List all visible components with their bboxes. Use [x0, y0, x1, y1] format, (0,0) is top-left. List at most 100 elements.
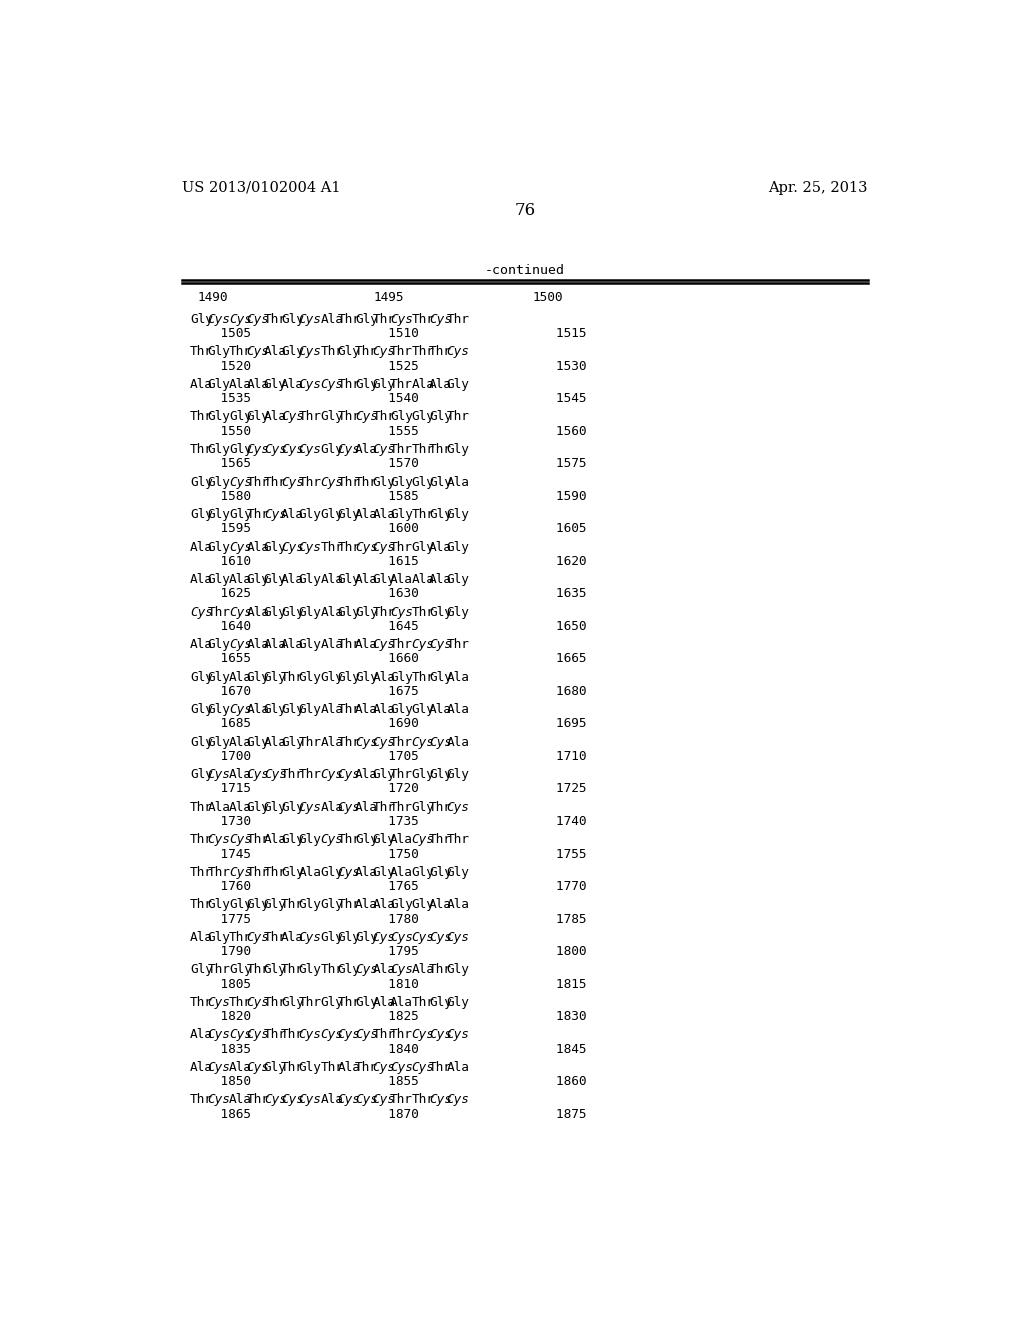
- Text: Thr: Thr: [247, 833, 269, 846]
- Text: Gly: Gly: [207, 378, 230, 391]
- Text: Thr: Thr: [264, 475, 287, 488]
- Text: 1775                  1780                  1785: 1775 1780 1785: [189, 912, 587, 925]
- Text: Thr: Thr: [412, 995, 434, 1008]
- Text: Thr: Thr: [189, 801, 213, 813]
- Text: Thr: Thr: [390, 1093, 413, 1106]
- Text: Thr: Thr: [412, 313, 434, 326]
- Text: Thr: Thr: [390, 444, 413, 455]
- Text: Cys: Cys: [207, 995, 230, 1008]
- Text: 1500: 1500: [532, 290, 563, 304]
- Text: Cys: Cys: [229, 313, 252, 326]
- Text: Ala: Ala: [429, 378, 452, 391]
- Text: Ala: Ala: [321, 735, 343, 748]
- Text: Cys: Cys: [229, 833, 252, 846]
- Text: Cys: Cys: [429, 1028, 452, 1041]
- Text: Ala: Ala: [446, 1061, 469, 1074]
- Text: Gly: Gly: [264, 801, 287, 813]
- Text: Thr: Thr: [264, 313, 287, 326]
- Text: Cys: Cys: [229, 638, 252, 651]
- Text: Ala: Ala: [390, 995, 413, 1008]
- Text: Cys: Cys: [321, 1028, 343, 1041]
- Text: Ala: Ala: [355, 444, 378, 455]
- Text: Thr: Thr: [390, 1028, 413, 1041]
- Text: Thr: Thr: [446, 313, 469, 326]
- Text: Cys: Cys: [446, 1093, 469, 1106]
- Text: Cys: Cys: [429, 1093, 452, 1106]
- Text: Gly: Gly: [321, 866, 343, 879]
- Text: Ala: Ala: [229, 735, 252, 748]
- Text: Thr: Thr: [282, 768, 304, 781]
- Text: Gly: Gly: [446, 378, 469, 391]
- Text: Thr: Thr: [264, 995, 287, 1008]
- Text: Cys: Cys: [299, 801, 322, 813]
- Text: Gly: Gly: [373, 768, 395, 781]
- Text: 1715                  1720                  1725: 1715 1720 1725: [189, 783, 587, 796]
- Text: Gly: Gly: [189, 704, 213, 717]
- Text: Gly: Gly: [446, 964, 469, 977]
- Text: Gly: Gly: [373, 833, 395, 846]
- Text: Ala: Ala: [282, 378, 304, 391]
- Text: Gly: Gly: [429, 671, 452, 684]
- Text: Cys: Cys: [282, 475, 304, 488]
- Text: Gly: Gly: [412, 899, 434, 911]
- Text: Ala: Ala: [373, 508, 395, 521]
- Text: 1565                  1570                  1575: 1565 1570 1575: [189, 457, 587, 470]
- Text: Thr: Thr: [299, 735, 322, 748]
- Text: Gly: Gly: [373, 378, 395, 391]
- Text: Gly: Gly: [207, 638, 230, 651]
- Text: Ala: Ala: [282, 931, 304, 944]
- Text: Gly: Gly: [247, 573, 269, 586]
- Text: Ala: Ala: [429, 541, 452, 553]
- Text: Cys: Cys: [446, 346, 469, 359]
- Text: Thr: Thr: [429, 1061, 452, 1074]
- Text: Ala: Ala: [189, 541, 213, 553]
- Text: Ala: Ala: [321, 801, 343, 813]
- Text: Gly: Gly: [207, 573, 230, 586]
- Text: Cys: Cys: [264, 444, 287, 455]
- Text: Gly: Gly: [429, 508, 452, 521]
- Text: Thr: Thr: [390, 638, 413, 651]
- Text: Thr: Thr: [338, 735, 360, 748]
- Text: Ala: Ala: [355, 573, 378, 586]
- Text: Gly: Gly: [264, 899, 287, 911]
- Text: Cys: Cys: [338, 768, 360, 781]
- Text: Cys: Cys: [207, 1061, 230, 1074]
- Text: Gly: Gly: [264, 1061, 287, 1074]
- Text: Ala: Ala: [390, 833, 413, 846]
- Text: Ala: Ala: [264, 638, 287, 651]
- Text: Gly: Gly: [446, 866, 469, 879]
- Text: Thr: Thr: [429, 801, 452, 813]
- Text: Gly: Gly: [321, 899, 343, 911]
- Text: Thr: Thr: [338, 411, 360, 424]
- Text: Thr: Thr: [321, 1061, 343, 1074]
- Text: Ala: Ala: [321, 606, 343, 619]
- Text: Thr: Thr: [446, 833, 469, 846]
- Text: Gly: Gly: [282, 704, 304, 717]
- Text: Cys: Cys: [373, 444, 395, 455]
- Text: Gly: Gly: [355, 606, 378, 619]
- Text: Gly: Gly: [390, 899, 413, 911]
- Text: Ala: Ala: [264, 411, 287, 424]
- Text: Cys: Cys: [355, 1028, 378, 1041]
- Text: Cys: Cys: [446, 801, 469, 813]
- Text: Thr: Thr: [429, 833, 452, 846]
- Text: 1520                  1525                  1530: 1520 1525 1530: [189, 359, 587, 372]
- Text: Thr: Thr: [299, 411, 322, 424]
- Text: Gly: Gly: [189, 671, 213, 684]
- Text: Gly: Gly: [282, 833, 304, 846]
- Text: Gly: Gly: [390, 508, 413, 521]
- Text: Ala: Ala: [247, 378, 269, 391]
- Text: Ala: Ala: [412, 964, 434, 977]
- Text: Ala: Ala: [321, 1093, 343, 1106]
- Text: Gly: Gly: [299, 638, 322, 651]
- Text: 1760                  1765                  1770: 1760 1765 1770: [189, 880, 587, 894]
- Text: Gly: Gly: [207, 735, 230, 748]
- Text: Cys: Cys: [229, 704, 252, 717]
- Text: Thr: Thr: [189, 833, 213, 846]
- Text: Gly: Gly: [299, 704, 322, 717]
- Text: Thr: Thr: [189, 346, 213, 359]
- Text: Ala: Ala: [247, 606, 269, 619]
- Text: Cys: Cys: [264, 1093, 287, 1106]
- Text: Gly: Gly: [189, 735, 213, 748]
- Text: Thr: Thr: [390, 801, 413, 813]
